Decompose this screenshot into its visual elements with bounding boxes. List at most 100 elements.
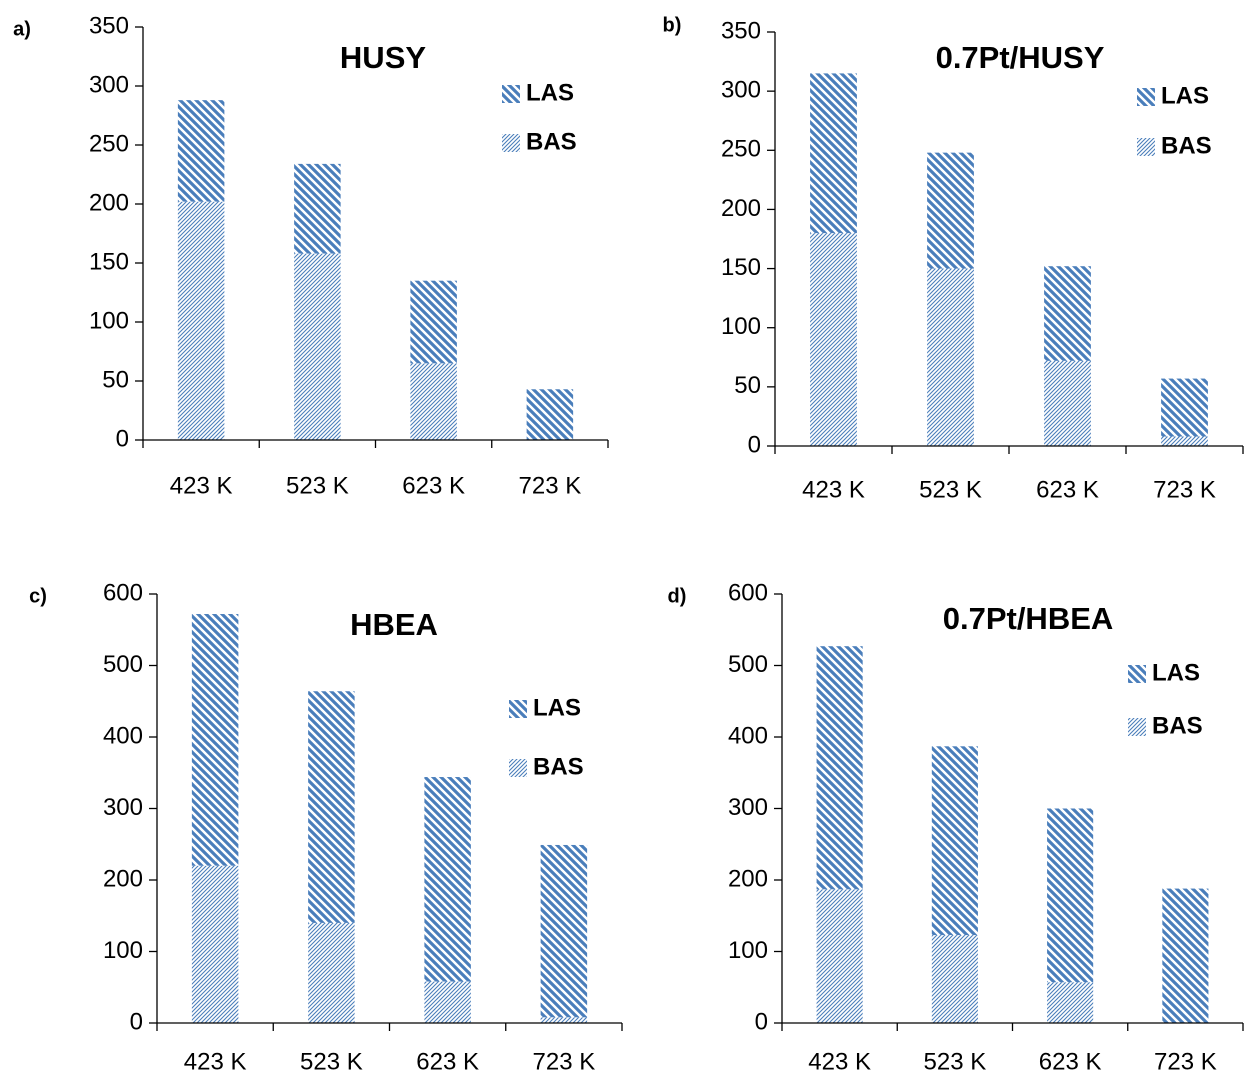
bar-segment bbox=[927, 152, 974, 269]
bar-segment bbox=[308, 691, 355, 923]
bar-segment bbox=[1161, 378, 1208, 437]
bar-segment bbox=[191, 865, 239, 1023]
legend-label: LAS bbox=[533, 694, 581, 721]
y-tick-label: 100 bbox=[728, 937, 768, 964]
x-tick-label: 523 K bbox=[919, 476, 982, 503]
bar-segment bbox=[1162, 888, 1209, 1023]
x-tick-label: 723 K bbox=[519, 472, 582, 499]
bar-segment bbox=[308, 922, 355, 1023]
bar-segment bbox=[1047, 982, 1094, 1023]
bar-segment bbox=[816, 889, 863, 1023]
chart-panel: b) 0 50 100 150 200 250 300 350 423 K 523 K 623 K 72… bbox=[663, 14, 1244, 503]
y-tick-label: 50 bbox=[734, 372, 761, 399]
legend-label: BAS bbox=[1152, 712, 1203, 739]
y-tick-label: 200 bbox=[103, 865, 143, 892]
y-tick-label: 350 bbox=[89, 12, 129, 39]
legend-swatch bbox=[1137, 88, 1155, 106]
chart-title: 0.7Pt/HBEA bbox=[943, 601, 1114, 636]
y-tick-label: 500 bbox=[728, 651, 768, 678]
y-tick-label: 50 bbox=[102, 366, 129, 393]
bar-segment bbox=[931, 935, 978, 1023]
y-tick-label: 100 bbox=[103, 937, 143, 964]
y-tick-label: 400 bbox=[103, 722, 143, 749]
panel-label: b) bbox=[663, 14, 682, 36]
y-tick-label: 200 bbox=[728, 865, 768, 892]
x-tick-label: 423 K bbox=[170, 472, 233, 499]
bar-segment bbox=[410, 363, 457, 440]
legend-label: BAS bbox=[1161, 132, 1212, 159]
y-tick-label: 100 bbox=[89, 307, 129, 334]
x-tick-label: 423 K bbox=[184, 1048, 247, 1075]
y-tick-label: 150 bbox=[89, 248, 129, 275]
x-tick-label: 523 K bbox=[286, 472, 349, 499]
panel-label: d) bbox=[668, 585, 687, 607]
bar-segment bbox=[526, 389, 574, 440]
bar-segment bbox=[927, 268, 974, 446]
legend-label: LAS bbox=[526, 79, 574, 106]
y-tick-label: 0 bbox=[748, 431, 761, 458]
bar-segment bbox=[424, 981, 471, 1023]
x-tick-label: 523 K bbox=[924, 1048, 987, 1075]
bar-segment bbox=[931, 746, 978, 936]
bar-segment bbox=[294, 253, 341, 440]
bar-segment bbox=[177, 100, 225, 202]
legend-swatch bbox=[1128, 718, 1146, 736]
y-tick-label: 500 bbox=[103, 651, 143, 678]
x-tick-label: 623 K bbox=[1036, 476, 1099, 503]
legend-swatch bbox=[509, 759, 527, 777]
y-tick-label: 100 bbox=[721, 313, 761, 340]
y-tick-label: 400 bbox=[728, 722, 768, 749]
bar-segment bbox=[294, 163, 341, 254]
legend-swatch bbox=[1137, 138, 1155, 156]
legend-swatch bbox=[509, 700, 527, 718]
x-tick-label: 723 K bbox=[1154, 1048, 1217, 1075]
bar-segment bbox=[424, 777, 471, 982]
bar-segment bbox=[191, 614, 239, 866]
chart-panel: a) 0 50 100 150 200 250 300 350 423 K 523 K 623 K 72… bbox=[13, 12, 609, 499]
x-tick-label: 423 K bbox=[802, 476, 865, 503]
legend-label: LAS bbox=[1152, 659, 1200, 686]
bar-segment bbox=[1044, 266, 1091, 361]
y-tick-label: 200 bbox=[721, 195, 761, 222]
y-tick-label: 300 bbox=[89, 71, 129, 98]
x-tick-label: 623 K bbox=[402, 472, 465, 499]
panel-label: a) bbox=[13, 18, 31, 40]
legend-label: BAS bbox=[526, 128, 577, 155]
y-tick-label: 300 bbox=[728, 794, 768, 821]
x-tick-label: 623 K bbox=[1039, 1048, 1102, 1075]
chart-title: HUSY bbox=[340, 40, 426, 75]
bar-segment bbox=[540, 844, 588, 1018]
legend-label: BAS bbox=[533, 753, 584, 780]
y-tick-label: 350 bbox=[721, 17, 761, 44]
y-tick-label: 600 bbox=[728, 579, 768, 606]
x-tick-label: 723 K bbox=[533, 1048, 596, 1075]
chart-title: 0.7Pt/HUSY bbox=[936, 40, 1105, 75]
x-tick-label: 423 K bbox=[808, 1048, 871, 1075]
bar-segment bbox=[540, 1017, 588, 1023]
y-tick-label: 300 bbox=[103, 794, 143, 821]
x-tick-label: 623 K bbox=[416, 1048, 479, 1075]
legend-swatch bbox=[502, 134, 520, 152]
bar-segment bbox=[810, 233, 857, 446]
chart-panel: c) 0 100 200 300 400 500 600 423 K 523 K 623 K 723 … bbox=[29, 579, 623, 1075]
bar-segment bbox=[1044, 360, 1091, 446]
y-tick-label: 250 bbox=[89, 130, 129, 157]
bar-segment bbox=[816, 646, 863, 890]
y-tick-label: 200 bbox=[89, 189, 129, 216]
y-tick-label: 0 bbox=[755, 1008, 768, 1035]
y-tick-label: 300 bbox=[721, 76, 761, 103]
x-tick-label: 523 K bbox=[300, 1048, 363, 1075]
y-tick-label: 600 bbox=[103, 579, 143, 606]
x-tick-label: 723 K bbox=[1153, 476, 1216, 503]
y-tick-label: 150 bbox=[721, 254, 761, 281]
chart-panel: d) 0 100 200 300 400 500 600 423 K 523 K 623 K 723 … bbox=[668, 579, 1244, 1075]
bar-segment bbox=[177, 201, 225, 440]
bar-segment bbox=[410, 280, 457, 364]
chart-title: HBEA bbox=[350, 607, 438, 642]
bar-segment bbox=[1161, 436, 1208, 446]
y-tick-label: 250 bbox=[721, 136, 761, 163]
bar-segment bbox=[810, 73, 857, 234]
bar-segment bbox=[1047, 808, 1094, 983]
legend-swatch bbox=[502, 85, 520, 103]
